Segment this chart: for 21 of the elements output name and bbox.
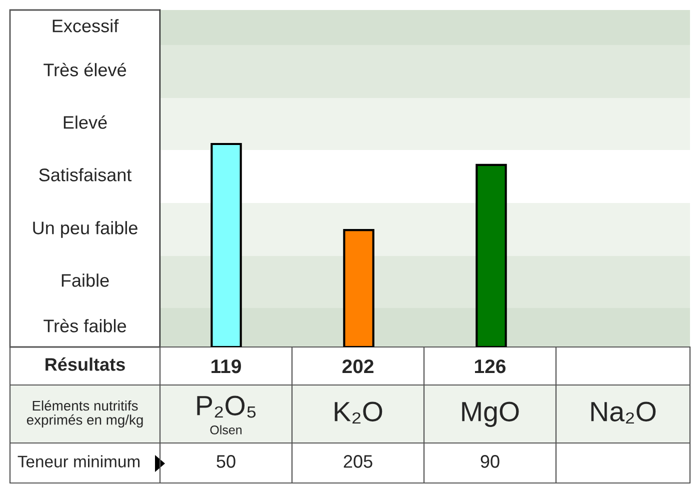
text: Résultats	[46, 357, 125, 371]
x-tick-label: Na₂O	[591, 402, 656, 424]
text: 126	[475, 359, 506, 374]
text: 50	[216, 455, 236, 468]
text: 90	[480, 455, 500, 468]
text: Faible	[62, 274, 109, 287]
x-tick-label: K₂O	[334, 402, 382, 424]
text: Excessif	[52, 19, 119, 32]
text: 119	[212, 359, 241, 374]
text: Très faible	[44, 318, 126, 332]
text: 202	[342, 359, 374, 374]
x-axis-title: Eléments nutritifs exprimés en mg/kg	[26, 400, 143, 428]
text: Un peu faible	[33, 221, 138, 238]
x-tick-label: P₂O₅	[197, 396, 256, 418]
x-tick-label: MgO	[462, 402, 519, 427]
text: Satisfaisant	[39, 168, 132, 182]
text: 205	[344, 455, 372, 468]
text: Très élevé	[44, 62, 126, 76]
text: Teneur minimum	[18, 455, 140, 468]
text: Olsen	[210, 425, 242, 434]
text: Elevé	[64, 115, 107, 129]
